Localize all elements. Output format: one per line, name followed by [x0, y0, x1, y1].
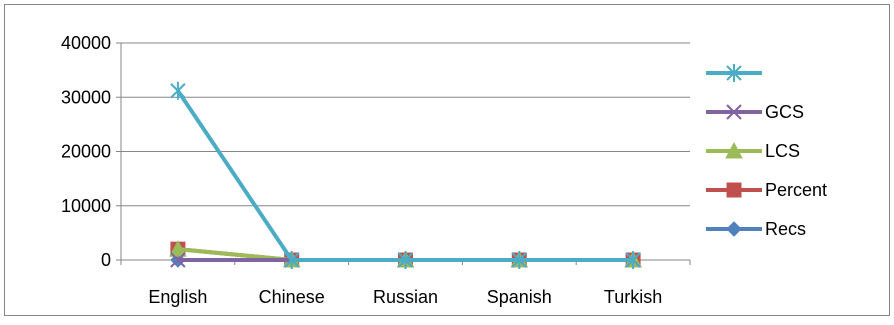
- legend-label: LCS: [765, 141, 800, 161]
- y-tick-label: 40000: [61, 33, 111, 53]
- legend: GCS LCS Percent Recs: [706, 64, 827, 239]
- x-tick-label: English: [148, 287, 207, 307]
- x-tick-label: Turkish: [604, 287, 662, 307]
- series-unnamed: [170, 81, 641, 269]
- legend-entry-recs: Recs: [706, 219, 806, 239]
- y-tick-label: 30000: [61, 87, 111, 107]
- y-tick-label: 0: [101, 250, 111, 270]
- grid-layer: [121, 42, 690, 207]
- legend-marker: [726, 182, 742, 198]
- legend-label: Percent: [765, 180, 827, 200]
- data-point-unnamed: [511, 251, 528, 269]
- data-point-unnamed: [625, 251, 641, 269]
- legend-entry-percent: Percent: [706, 180, 827, 200]
- legend-marker: [726, 221, 742, 237]
- legend-entry-lcs: LCS: [706, 141, 800, 161]
- x-tick-label: Spanish: [487, 287, 552, 307]
- legend-entry-unnamed: [706, 64, 762, 82]
- y-tick-label: 10000: [61, 196, 111, 216]
- data-point-unnamed: [170, 81, 186, 100]
- legend-label: GCS: [765, 102, 804, 122]
- data-point-unnamed: [397, 251, 414, 269]
- data-point-lcs: [169, 240, 187, 257]
- legend-label: Recs: [765, 219, 806, 239]
- legend-marker: [725, 141, 743, 159]
- marker-stroke: [170, 252, 186, 268]
- legend-marker: [726, 104, 742, 120]
- x-tick-label: Chinese: [259, 287, 325, 307]
- x-tick-label: Russian: [373, 287, 438, 307]
- series-layer: [169, 81, 642, 269]
- legend-entry-gcs: GCS: [706, 102, 804, 122]
- marker-stroke: [726, 104, 742, 120]
- data-point-gcs: [170, 252, 186, 268]
- legend-marker: [726, 64, 742, 82]
- chart-border: [4, 4, 890, 316]
- data-point-unnamed: [283, 251, 300, 269]
- y-tick-label: 20000: [61, 142, 111, 162]
